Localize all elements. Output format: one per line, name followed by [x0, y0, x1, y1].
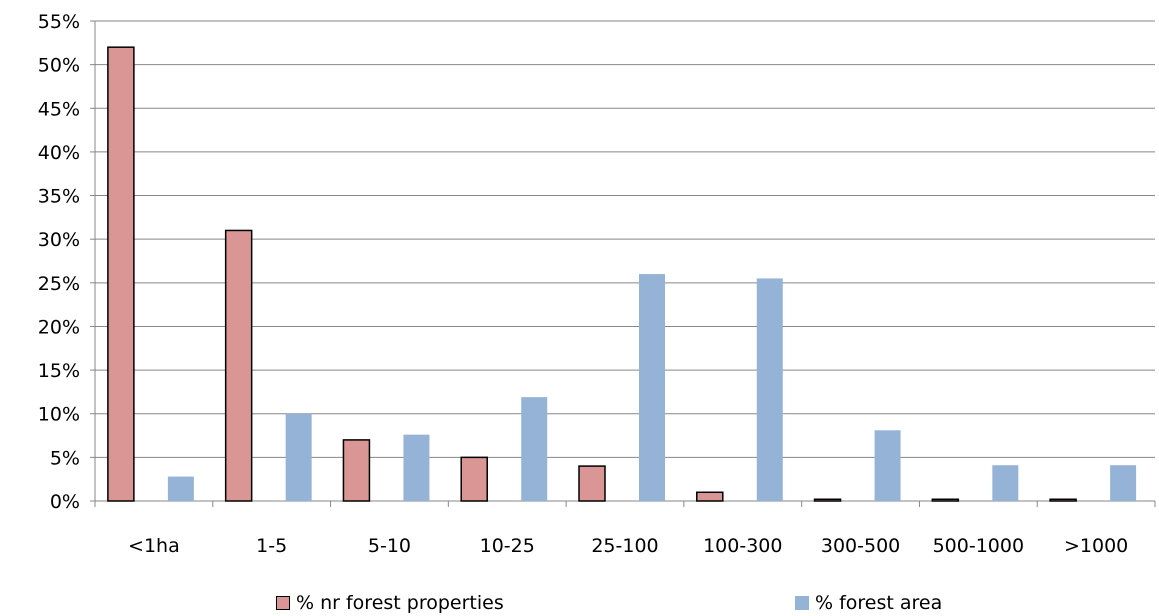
- x-tick-label: >1000: [1064, 535, 1128, 557]
- y-tick-label: 15%: [38, 360, 80, 382]
- bar-forest-area: [403, 434, 430, 501]
- x-tick-label: 10-25: [480, 535, 535, 557]
- bar-forest-area: [639, 274, 665, 501]
- bar-nr-forest-properties: [342, 439, 371, 502]
- bar-forest-area: [521, 397, 548, 501]
- bar-nr-forest-properties: [224, 229, 253, 502]
- y-tick-label: 25%: [38, 273, 80, 295]
- y-tick-label: 40%: [38, 142, 80, 164]
- x-tick-label: 5-10: [368, 535, 411, 557]
- bar-nr-forest-properties: [696, 491, 724, 502]
- y-tick-label: 20%: [38, 316, 80, 338]
- bar-nr-forest-properties: [813, 498, 842, 502]
- legend-label-nr-forest-properties: % nr forest properties: [296, 592, 504, 614]
- legend-swatch-forest-area: [795, 596, 809, 610]
- bar-forest-area: [874, 430, 901, 501]
- x-tick-label: 100-300: [703, 535, 782, 557]
- y-tick-label: 10%: [38, 404, 80, 426]
- y-tick-label: 30%: [38, 229, 80, 251]
- y-tick-label: 5%: [50, 447, 80, 469]
- x-tick-label: 300-500: [821, 535, 900, 557]
- y-tick-label: 0%: [50, 491, 80, 513]
- bar-nr-forest-properties: [460, 456, 488, 502]
- y-tick-label: 45%: [38, 98, 80, 120]
- x-tick-label: <1ha: [128, 535, 180, 557]
- x-tick-label: 500-1000: [933, 535, 1024, 557]
- y-tick-label: 55%: [38, 11, 80, 33]
- y-tick-label: 50%: [38, 55, 80, 77]
- legend-label-forest-area: % forest area: [815, 592, 943, 614]
- bar-forest-area: [167, 476, 194, 501]
- legend-item-forest-area: % forest area: [795, 590, 942, 616]
- bar-nr-forest-properties: [1049, 498, 1077, 502]
- bar-nr-forest-properties: [931, 498, 960, 502]
- bar-forest-area: [756, 278, 783, 501]
- bar-forest-area: [285, 413, 312, 501]
- x-tick-label: 25-100: [591, 535, 658, 557]
- y-tick-label: 35%: [38, 186, 80, 208]
- bar-forest-area: [1110, 465, 1137, 501]
- bar-nr-forest-properties: [107, 46, 135, 502]
- legend-item-nr-forest-properties: % nr forest properties: [276, 590, 504, 616]
- bar-nr-forest-properties: [578, 465, 606, 502]
- x-tick-label: 1-5: [256, 535, 287, 557]
- bar-forest-area: [992, 465, 1019, 501]
- legend-swatch-nr-forest-properties: [276, 596, 290, 610]
